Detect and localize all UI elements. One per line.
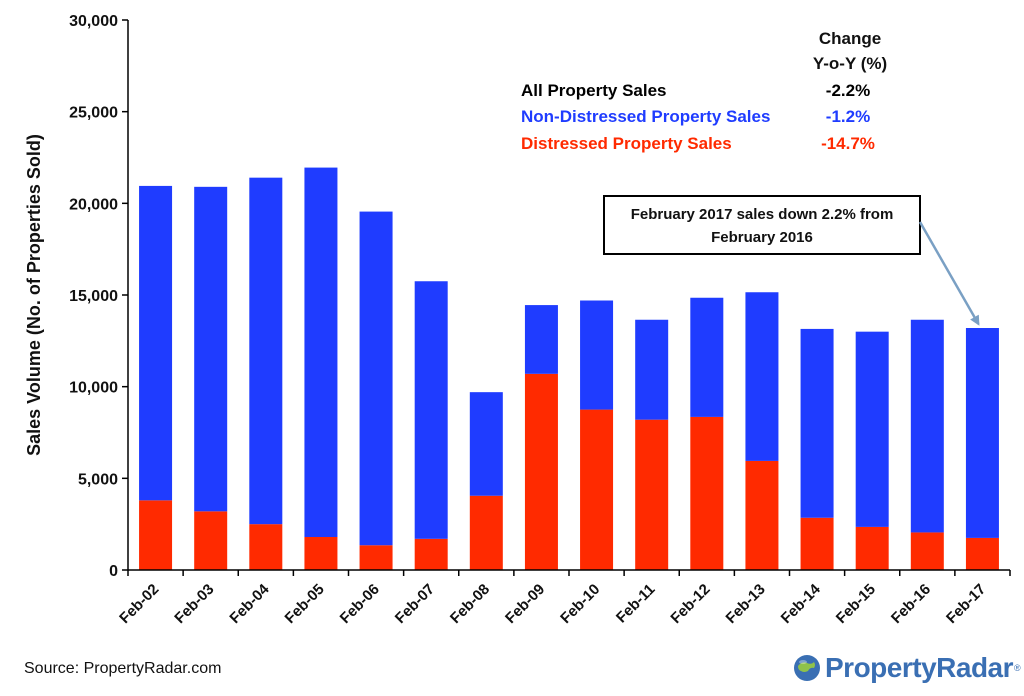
x-tick-label: Feb-15 (833, 581, 879, 627)
x-tick-label: Feb-12 (667, 581, 713, 627)
x-tick-label: Feb-17 (943, 581, 989, 627)
bar-distressed (800, 517, 834, 570)
bar-distressed (194, 511, 228, 570)
bar-non-distressed (304, 167, 338, 538)
bar-distressed (690, 416, 724, 570)
y-tick-label: 30,000 (69, 13, 118, 30)
bar-non-distressed (524, 305, 558, 374)
bar-distressed (524, 373, 558, 570)
x-tick-label: Feb-14 (778, 580, 825, 627)
legend-change-all: -2.2% (826, 81, 870, 100)
globe-icon (794, 655, 820, 681)
bar-non-distressed (745, 292, 779, 461)
x-tick-label: Feb-04 (226, 580, 273, 627)
bar-distressed (635, 419, 669, 570)
bar-non-distressed (139, 185, 173, 501)
y-tick-label: 15,000 (69, 288, 118, 305)
legend-label-non-distressed: Non-Distressed Property Sales (521, 107, 770, 126)
x-tick-label: Feb-02 (116, 581, 162, 627)
bar-distressed (580, 409, 614, 570)
legend-header-line2: Y-o-Y (%) (813, 54, 887, 73)
logo-trademark: ® (1014, 663, 1021, 673)
bar-distressed (855, 526, 889, 570)
propertyradar-logo: PropertyRadar ® (792, 648, 1021, 688)
bar-distressed (359, 545, 393, 570)
y-tick-label: 5,000 (78, 471, 118, 488)
bar-non-distressed (855, 331, 889, 527)
x-tick-label: Feb-11 (613, 581, 659, 627)
legend-change-non-distressed: -1.2% (826, 107, 870, 126)
bar-non-distressed (690, 297, 724, 417)
legend-label-distressed: Distressed Property Sales (521, 134, 732, 153)
x-tick-label: Feb-13 (723, 581, 769, 627)
bar-distressed (139, 500, 173, 570)
x-tick-label: Feb-03 (171, 581, 217, 627)
bar-distressed (745, 460, 779, 570)
bar-distressed (249, 524, 283, 570)
logo-text: PropertyRadar (825, 652, 1014, 683)
bar-non-distressed (635, 319, 669, 420)
legend-label-all: All Property Sales (521, 81, 667, 100)
x-axis: Feb-02 Feb-03 Feb-04 Feb-05 Feb-06 Feb-07 Feb-… (116, 569, 1011, 627)
x-tick-label: Feb-09 (502, 581, 548, 627)
y-axis: 0 5,000 10,000 15,000 20,000 25,000 30,000 (69, 13, 129, 580)
annotation: February 2017 sales down 2.2% from Febru… (603, 195, 980, 326)
bar-non-distressed (249, 177, 283, 525)
bar-non-distressed (469, 392, 503, 496)
annotation-box (603, 195, 921, 255)
annotation-arrow (918, 221, 980, 326)
bar-non-distressed (414, 281, 448, 539)
x-tick-label: Feb-06 (337, 581, 383, 627)
x-tick-label: Feb-05 (282, 581, 328, 627)
x-tick-label: Feb-16 (888, 581, 934, 627)
x-tick-label: Feb-07 (392, 581, 438, 627)
bar-distressed (414, 538, 448, 570)
bar-distressed (965, 537, 999, 570)
source-note: Source: PropertyRadar.com (24, 660, 222, 677)
y-tick-label: 20,000 (69, 196, 118, 213)
legend-header-line1: Change (819, 29, 881, 48)
stacked-bar-chart: Sales Volume (No. of Properties Sold) 0 5… (24, 13, 1011, 627)
y-axis-label: Sales Volume (No. of Properties Sold) (24, 134, 44, 456)
bar-non-distressed (580, 300, 614, 410)
legend: Change Y-o-Y (%) All Property Sales -2.2… (521, 29, 887, 153)
bar-non-distressed (965, 328, 999, 538)
x-tick-label: Feb-08 (447, 581, 493, 627)
bar-non-distressed (194, 186, 228, 512)
bars (139, 167, 999, 570)
bar-distressed (469, 495, 503, 570)
y-tick-label: 25,000 (69, 105, 118, 122)
bar-non-distressed (359, 211, 393, 546)
annotation-line1: February 2017 sales down 2.2% from (631, 206, 894, 223)
annotation-line2: February 2016 (711, 229, 813, 246)
bar-non-distressed (910, 319, 944, 533)
bar-non-distressed (800, 328, 834, 518)
legend-change-distressed: -14.7% (821, 134, 875, 153)
x-tick-label: Feb-10 (557, 581, 603, 627)
y-tick-label: 0 (109, 563, 118, 580)
y-tick-label: 10,000 (69, 380, 118, 397)
bar-distressed (910, 532, 944, 570)
bar-distressed (304, 537, 338, 570)
